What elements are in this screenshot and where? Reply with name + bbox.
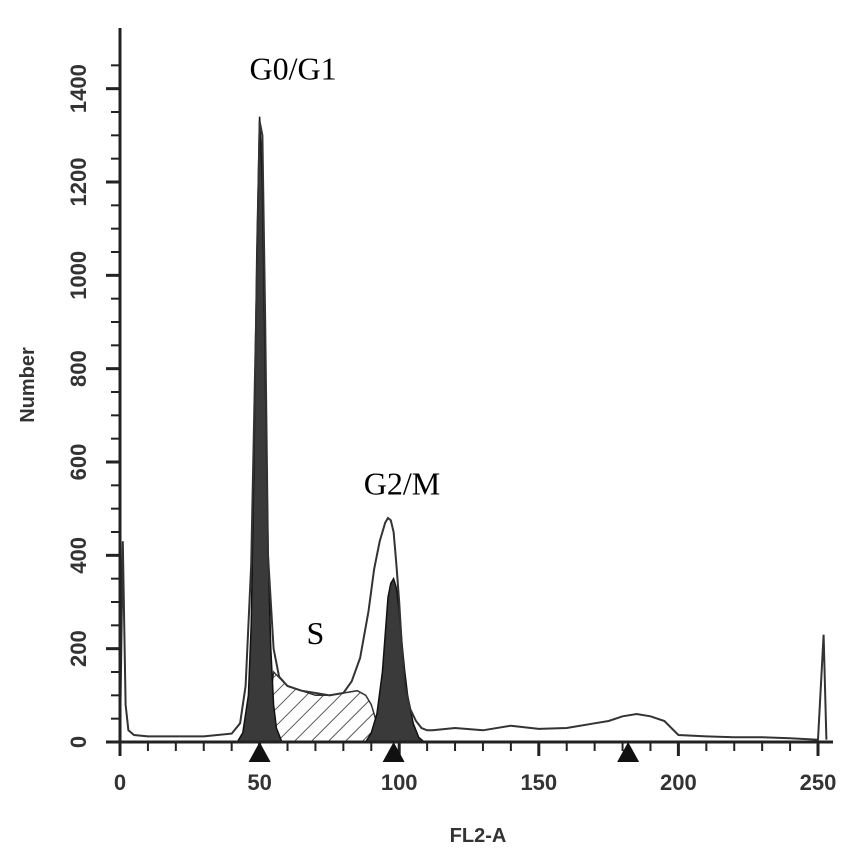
y-tick-label: 0	[66, 736, 91, 748]
peak-marker	[617, 742, 639, 762]
x-axis-label: FL2-A	[450, 825, 507, 847]
y-tick-label: 400	[66, 537, 91, 574]
x-tick-label: 200	[660, 770, 697, 795]
annotation-g2-m: G2/M	[364, 466, 440, 502]
x-tick-label: 100	[381, 770, 418, 795]
fit-fills	[237, 117, 424, 742]
peak-marker	[249, 742, 271, 762]
y-tick-label: 1000	[66, 251, 91, 300]
y-tick-label: 800	[66, 350, 91, 387]
peak-marker	[383, 742, 405, 762]
y-tick-label: 200	[66, 630, 91, 667]
x-tick-label: 0	[114, 770, 126, 795]
x-ticks: 0 50 100 150 200 250	[114, 742, 836, 795]
annotation-g0-g1: G0/G1	[250, 50, 337, 86]
peak-markers	[249, 742, 640, 762]
y-tick-label: 1400	[66, 64, 91, 113]
x-tick-label: 50	[247, 770, 271, 795]
y-tick-label: 600	[66, 444, 91, 481]
histogram-layer	[120, 121, 826, 739]
x-tick-label: 150	[520, 770, 557, 795]
y-ticks: 0 200 400 600 800 1000 1200 1400	[66, 64, 120, 748]
histogram-line	[120, 121, 826, 739]
annotation-s-phase: S	[307, 615, 325, 651]
y-tick-label: 1200	[66, 158, 91, 207]
y-axis-label: Number	[17, 347, 39, 423]
annotations: G0/G1 S G2/M	[250, 50, 441, 651]
axes	[120, 28, 833, 742]
x-tick-label: 250	[800, 770, 837, 795]
s-phase-fit-area	[265, 672, 382, 742]
g0-g1-fit-area	[237, 117, 282, 742]
